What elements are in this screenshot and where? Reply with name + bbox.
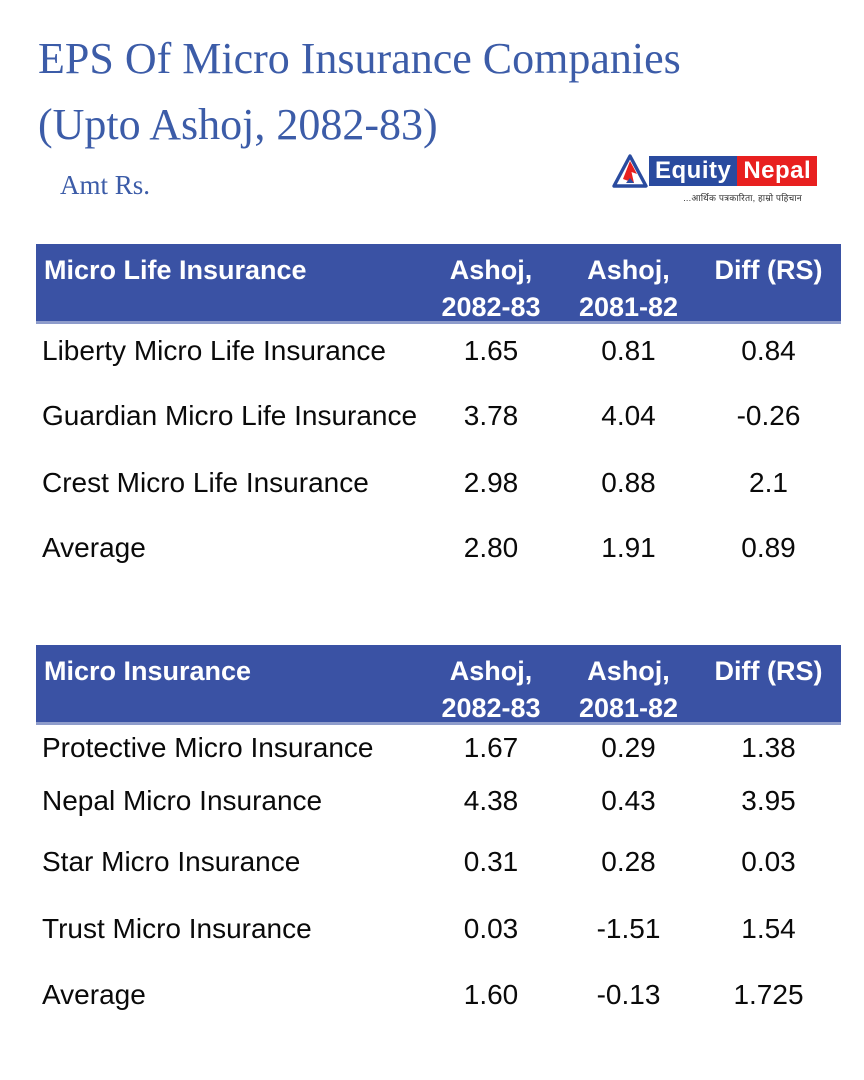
unit-label: Amt Rs. — [60, 170, 151, 200]
table1-col-header-diff: Diff (RS) — [696, 252, 841, 321]
page-title-line2: (Upto Ashoj, 2082-83) — [38, 100, 438, 149]
company-name: Average — [42, 979, 146, 1010]
logo-brand-equity: Equity — [649, 156, 738, 186]
eps-2081-82: -0.13 — [596, 979, 661, 1010]
eps-2081-82: -1.51 — [596, 913, 661, 944]
eps-2082-83: 3.78 — [463, 400, 519, 431]
col-header-line1: Diff (RS) — [714, 255, 823, 285]
col-header-line1: Ashoj, — [449, 656, 533, 686]
col-header-line2: 2081-82 — [578, 292, 679, 322]
col-header-line1: Ashoj, — [449, 255, 533, 285]
logo-brand-nepal: Nepal — [737, 156, 818, 186]
company-name: Liberty Micro Life Insurance — [42, 335, 386, 366]
eps-diff: -0.26 — [736, 400, 801, 431]
eps-diff: 0.84 — [741, 335, 796, 366]
col-header-line2: 2082-83 — [441, 292, 541, 322]
logo-tagline: ...आर्थिक पत्रकारिता, हाम्रो पहिचान — [683, 193, 802, 203]
eps-2082-83: 1.60 — [463, 979, 519, 1010]
eps-2082-83: 1.67 — [463, 732, 519, 763]
table-row: Trust Micro Insurance 0.03 -1.51 1.54 — [36, 893, 841, 965]
table-row-average: Average 2.80 1.91 0.89 — [36, 512, 841, 584]
eps-diff: 1.54 — [741, 913, 796, 944]
page-title-line1: EPS Of Micro Insurance Companies — [38, 34, 681, 83]
col-header-line2: 2082-83 — [441, 693, 541, 723]
table2-col-header-diff: Diff (RS) — [696, 653, 841, 722]
company-name: Protective Micro Insurance — [42, 732, 374, 763]
micro-insurance-table: Micro Insurance Ashoj, 2082-83 Ashoj, 20… — [36, 645, 841, 1025]
table2-header: Micro Insurance Ashoj, 2082-83 Ashoj, 20… — [36, 645, 841, 725]
eps-2081-82: 0.28 — [601, 846, 656, 877]
eps-2082-83: 0.31 — [463, 846, 519, 877]
table-row: Nepal Micro Insurance 4.38 0.43 3.95 — [36, 771, 841, 831]
mountain-triangle-icon — [612, 154, 648, 188]
eps-2081-82: 4.04 — [601, 400, 656, 431]
table2-body: Protective Micro Insurance 1.67 0.29 1.3… — [36, 725, 841, 1025]
table1-col-header-2082-83: Ashoj, 2082-83 — [421, 252, 561, 322]
table-row: Star Micro Insurance 0.31 0.28 0.03 — [36, 831, 841, 893]
eps-diff: 1.725 — [733, 979, 804, 1010]
eps-2082-83: 0.03 — [463, 913, 519, 944]
company-name: Trust Micro Insurance — [42, 913, 312, 944]
micro-life-insurance-table: Micro Life Insurance Ashoj, 2082-83 Asho… — [36, 244, 841, 584]
eps-2082-83: 1.65 — [463, 335, 519, 366]
company-name: Average — [42, 532, 146, 563]
equity-nepal-logo: Equity Nepal ...आर्थिक पत्रकारिता, हाम्र… — [612, 154, 818, 204]
page-title: EPS Of Micro Insurance Companies (Upto A… — [38, 26, 681, 158]
eps-2081-82: 0.81 — [601, 335, 656, 366]
company-name: Star Micro Insurance — [42, 846, 301, 877]
company-name: Crest Micro Life Insurance — [42, 467, 369, 498]
eps-2082-83: 2.80 — [463, 532, 519, 563]
table-row: Crest Micro Life Insurance 2.98 0.88 2.1 — [36, 454, 841, 512]
table1-header: Micro Life Insurance Ashoj, 2082-83 Asho… — [36, 244, 841, 324]
eps-diff: 1.38 — [741, 732, 796, 763]
eps-2081-82: 1.91 — [601, 532, 656, 563]
eps-diff: 0.89 — [741, 532, 796, 563]
table1-body: Liberty Micro Life Insurance 1.65 0.81 0… — [36, 324, 841, 584]
eps-2082-83: 4.38 — [463, 785, 519, 816]
col-header-line1: Ashoj, — [587, 255, 670, 285]
eps-2081-82: 0.88 — [601, 467, 656, 498]
eps-diff: 3.95 — [741, 785, 796, 816]
col-header-line1: Ashoj, — [587, 656, 670, 686]
eps-2081-82: 0.29 — [601, 732, 656, 763]
col-header-line2: 2081-82 — [578, 693, 679, 723]
table2-col-header-2082-83: Ashoj, 2082-83 — [421, 653, 561, 723]
company-name: Nepal Micro Insurance — [42, 785, 323, 816]
company-name: Guardian Micro Life Insurance — [42, 400, 418, 431]
col-header-line1: Diff (RS) — [714, 656, 823, 686]
table1-col-header-2081-82: Ashoj, 2081-82 — [561, 252, 696, 322]
eps-diff: 0.03 — [741, 846, 796, 877]
eps-2081-82: 0.43 — [601, 785, 656, 816]
logo-row: Equity Nepal — [612, 154, 818, 188]
table2-title: Micro Insurance — [44, 656, 252, 686]
table-row: Protective Micro Insurance 1.67 0.29 1.3… — [36, 725, 841, 771]
table2-col-header-2081-82: Ashoj, 2081-82 — [561, 653, 696, 723]
table1-title: Micro Life Insurance — [44, 255, 307, 285]
eps-diff: 2.1 — [749, 467, 788, 498]
table-row-average: Average 1.60 -0.13 1.725 — [36, 965, 841, 1025]
eps-2082-83: 2.98 — [463, 467, 519, 498]
table-row: Guardian Micro Life Insurance 3.78 4.04 … — [36, 378, 841, 454]
table-row: Liberty Micro Life Insurance 1.65 0.81 0… — [36, 324, 841, 378]
